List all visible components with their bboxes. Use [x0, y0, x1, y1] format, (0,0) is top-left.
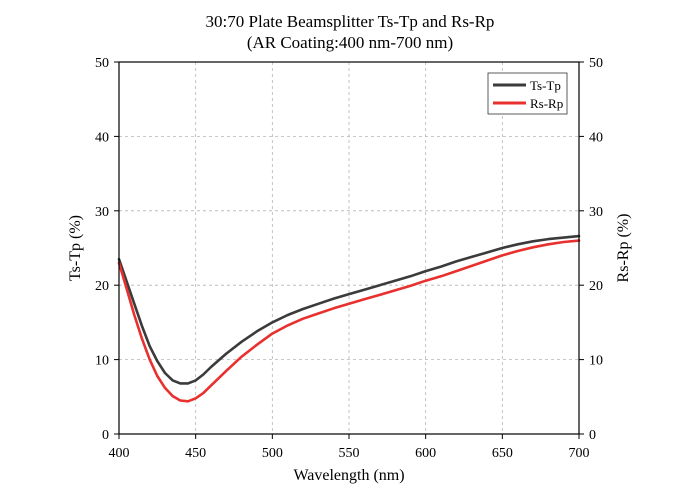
x-tick-label: 700: [569, 446, 590, 461]
legend-label-ts-tp: Ts-Tp: [530, 78, 561, 93]
y-tick-label-left: 30: [95, 205, 109, 220]
y-tick-label-left: 50: [95, 56, 109, 71]
chart-title: 30:70 Plate Beamsplitter Ts-Tp and Rs-Rp: [206, 12, 495, 31]
x-axis: 400 450 500 550 600 650 700: [109, 434, 590, 461]
y-tick-label-left: 40: [95, 130, 109, 145]
chart-subtitle: (AR Coating:400 nm-700 nm): [247, 33, 453, 52]
series-line-ts-tp: [117, 234, 581, 385]
x-tick-label: 650: [492, 446, 513, 461]
y-tick-label-left: 20: [95, 279, 109, 294]
series-lines: [117, 234, 581, 403]
y-tick-label-right: 40: [589, 130, 603, 145]
y-axis-left: 0 10 20 30 40 50: [95, 56, 119, 443]
y-tick-label-right: 20: [589, 279, 603, 294]
y-tick-label-right: 50: [589, 56, 603, 71]
y-tick-label-left: 0: [102, 428, 109, 443]
series-line-rs-rp: [117, 239, 581, 403]
y-tick-label-right: 10: [589, 354, 603, 369]
x-tick-label: 400: [109, 446, 130, 461]
x-tick-label: 550: [339, 446, 360, 461]
x-tick-label: 600: [415, 446, 436, 461]
legend-label-rs-rp: Rs-Rp: [530, 96, 563, 111]
legend: Ts-Tp Rs-Rp: [487, 72, 568, 115]
y-axis-left-label: Ts-Tp (%): [67, 215, 84, 281]
y-axis-right-label: Rs-Rp (%): [615, 214, 632, 283]
y-axis-right: 0 10 20 30 40 50: [579, 56, 603, 443]
legend-box: [487, 72, 568, 115]
x-tick-label: 500: [262, 446, 283, 461]
x-tick-label: 450: [185, 446, 206, 461]
x-axis-label: Wavelength (nm): [293, 467, 404, 484]
y-tick-label-left: 10: [95, 354, 109, 369]
y-tick-label-right: 0: [589, 428, 596, 443]
grid-lines: [119, 62, 579, 434]
y-tick-label-right: 30: [589, 205, 603, 220]
